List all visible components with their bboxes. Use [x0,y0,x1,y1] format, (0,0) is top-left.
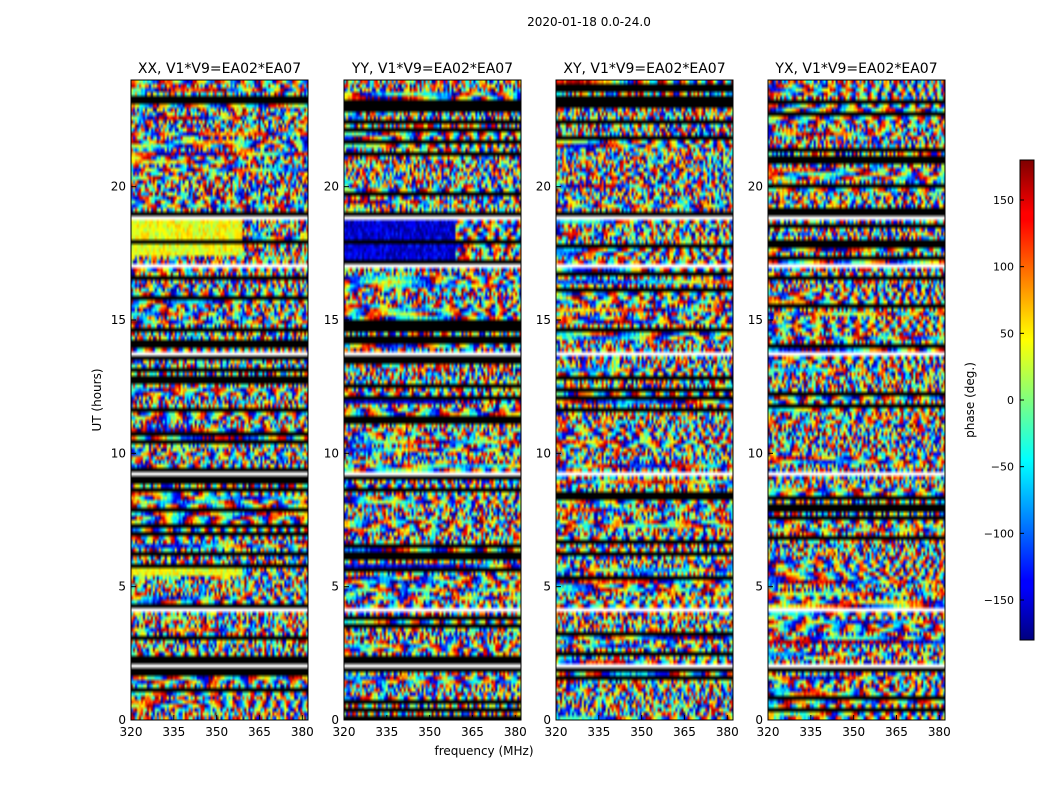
colorbar-tick-label: −50 [991,461,1014,474]
panel-heatmap [768,80,945,720]
y-tick-label: 20 [748,180,763,194]
y-tick-label: 20 [324,180,339,194]
y-tick-label: 20 [111,180,126,194]
x-tick-label: 320 [757,725,780,739]
x-tick-label: 350 [418,725,441,739]
y-tick-label: 15 [111,313,126,327]
colorbar-tick-label: 150 [993,194,1014,207]
colorbar-tick-label: −100 [984,527,1014,540]
colorbar-label: phase (deg.) [963,362,977,438]
panel-frame [343,79,522,721]
x-tick-label: 335 [375,725,398,739]
panel-title: YX, V1*V9=EA02*EA07 [774,61,937,77]
x-tick-label: 320 [333,725,356,739]
x-tick-label: 380 [504,725,527,739]
panel-frame [555,79,734,721]
panel-heatmap [556,80,733,720]
y-tick-label: 5 [118,580,126,594]
y-tick-label: 15 [324,313,339,327]
x-tick-label: 335 [162,725,185,739]
y-tick-label: 0 [543,713,551,727]
panel-title: XY, V1*V9=EA02*EA07 [563,61,725,77]
colorbar-tick-label: 100 [993,261,1014,274]
panel-1: XX, V1*V9=EA02*EA07 320 335 350 365 380 0 5 10 15… [111,61,314,739]
x-tick-label: 335 [587,725,610,739]
panel-2: YY, V1*V9=EA02*EA07 320 335 350 365 380 0 5 10 15… [324,61,527,739]
panel-3: XY, V1*V9=EA02*EA07 320 335 350 365 380 0 5 10 15… [536,61,739,739]
x-tick-label: 350 [205,725,228,739]
y-tick-label: 10 [748,446,763,460]
x-axis-label: frequency (MHz) [434,744,533,758]
panel-title: XX, V1*V9=EA02*EA07 [138,61,301,77]
x-tick-label: 365 [461,725,484,739]
figure-suptitle: 2020-01-18 0.0-24.0 [527,15,651,29]
colorbar-ticks: −150 −100 −50 0 50 100 150 [984,194,1024,607]
y-tick-label: 10 [324,446,339,460]
panel-frame [130,79,309,721]
x-tick-label: 320 [545,725,568,739]
x-tick-label: 380 [291,725,314,739]
y-tick-label: 0 [118,713,126,727]
y-tick-label: 5 [755,580,763,594]
panel-frame [767,79,946,721]
y-tick-label: 15 [748,313,763,327]
x-tick-label: 350 [842,725,865,739]
panel-4: YX, V1*V9=EA02*EA07 320 335 350 365 380 0 5 10 15… [748,61,951,739]
x-tick-label: 335 [799,725,822,739]
y-tick-label: 10 [536,446,551,460]
y-tick-label: 20 [536,180,551,194]
y-axis-label: UT (hours) [90,368,104,431]
panels-group: XX, V1*V9=EA02*EA07 320 335 350 365 380 0 5 10 15… [111,61,951,739]
x-tick-label: 380 [716,725,739,739]
x-tick-label: 365 [673,725,696,739]
y-tick-label: 10 [111,446,126,460]
y-tick-label: 0 [331,713,339,727]
y-tick-label: 5 [331,580,339,594]
panel-heatmap [344,80,521,720]
colorbar-tick-label: 50 [1000,327,1014,340]
x-tick-label: 365 [885,725,908,739]
colorbar-tick-label: 0 [1007,394,1014,407]
y-tick-label: 0 [755,713,763,727]
x-tick-label: 380 [928,725,951,739]
x-tick-label: 320 [120,725,143,739]
x-tick-label: 350 [630,725,653,739]
y-tick-label: 5 [543,580,551,594]
panel-heatmap [131,80,308,720]
panel-title: YY, V1*V9=EA02*EA07 [351,61,513,77]
colorbar: −150 −100 −50 0 50 100 150 phase (deg.) [963,159,1035,641]
y-tick-label: 15 [536,313,551,327]
x-tick-label: 365 [248,725,271,739]
colorbar-tick-label: −150 [984,594,1014,607]
